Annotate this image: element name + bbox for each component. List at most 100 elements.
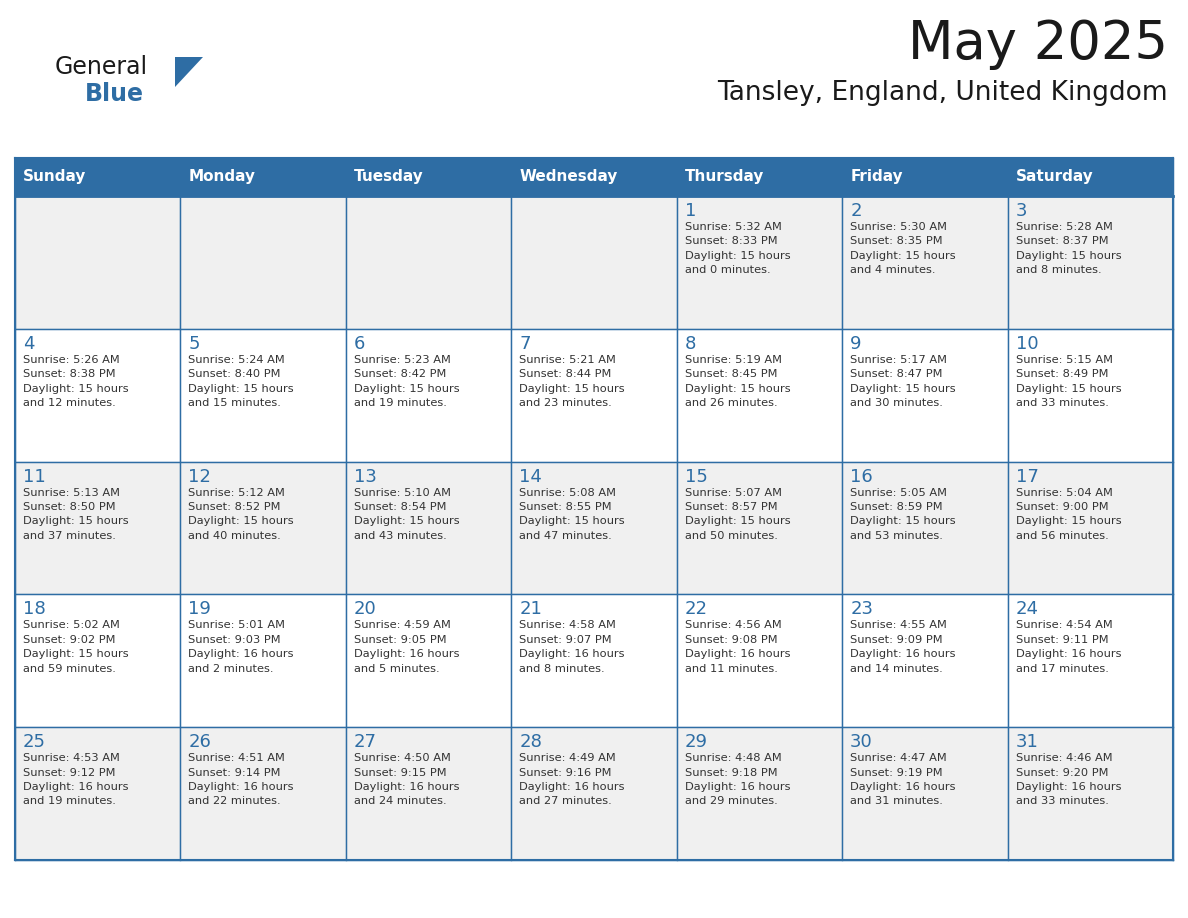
Text: 20: 20	[354, 600, 377, 619]
Text: Blue: Blue	[86, 82, 144, 106]
Bar	[181, 329, 346, 462]
Text: 22: 22	[684, 600, 708, 619]
Text: 23: 23	[851, 600, 873, 619]
Bar	[1007, 462, 1173, 594]
Text: Sunrise: 5:13 AM
Sunset: 8:50 PM
Daylight: 15 hours
and 37 minutes.: Sunrise: 5:13 AM Sunset: 8:50 PM Dayligh…	[23, 487, 128, 541]
Text: Sunrise: 5:01 AM
Sunset: 9:03 PM
Daylight: 16 hours
and 2 minutes.: Sunrise: 5:01 AM Sunset: 9:03 PM Dayligh…	[189, 621, 293, 674]
Bar	[181, 196, 346, 329]
Text: Sunrise: 4:54 AM
Sunset: 9:11 PM
Daylight: 16 hours
and 17 minutes.: Sunrise: 4:54 AM Sunset: 9:11 PM Dayligh…	[1016, 621, 1121, 674]
Text: 11: 11	[23, 467, 46, 486]
Bar	[346, 329, 511, 462]
Text: 7: 7	[519, 335, 531, 353]
Text: Sunrise: 5:30 AM
Sunset: 8:35 PM
Daylight: 15 hours
and 4 minutes.: Sunrise: 5:30 AM Sunset: 8:35 PM Dayligh…	[851, 222, 956, 275]
Text: Sunrise: 5:07 AM
Sunset: 8:57 PM
Daylight: 15 hours
and 50 minutes.: Sunrise: 5:07 AM Sunset: 8:57 PM Dayligh…	[684, 487, 790, 541]
Text: Sunrise: 5:26 AM
Sunset: 8:38 PM
Daylight: 15 hours
and 12 minutes.: Sunrise: 5:26 AM Sunset: 8:38 PM Dayligh…	[23, 354, 128, 408]
Text: Sunrise: 5:17 AM
Sunset: 8:47 PM
Daylight: 15 hours
and 30 minutes.: Sunrise: 5:17 AM Sunset: 8:47 PM Dayligh…	[851, 354, 956, 408]
Bar	[842, 196, 1007, 329]
Bar	[15, 462, 181, 594]
Text: Sunrise: 4:48 AM
Sunset: 9:18 PM
Daylight: 16 hours
and 29 minutes.: Sunrise: 4:48 AM Sunset: 9:18 PM Dayligh…	[684, 753, 790, 806]
Text: Sunrise: 4:50 AM
Sunset: 9:15 PM
Daylight: 16 hours
and 24 minutes.: Sunrise: 4:50 AM Sunset: 9:15 PM Dayligh…	[354, 753, 460, 806]
Text: Sunrise: 5:19 AM
Sunset: 8:45 PM
Daylight: 15 hours
and 26 minutes.: Sunrise: 5:19 AM Sunset: 8:45 PM Dayligh…	[684, 354, 790, 408]
Text: Monday: Monday	[189, 170, 255, 185]
Bar	[677, 196, 842, 329]
Text: Sunrise: 5:28 AM
Sunset: 8:37 PM
Daylight: 15 hours
and 8 minutes.: Sunrise: 5:28 AM Sunset: 8:37 PM Dayligh…	[1016, 222, 1121, 275]
Text: 1: 1	[684, 202, 696, 220]
Text: 17: 17	[1016, 467, 1038, 486]
Text: 31: 31	[1016, 733, 1038, 751]
Text: Sunrise: 5:24 AM
Sunset: 8:40 PM
Daylight: 15 hours
and 15 minutes.: Sunrise: 5:24 AM Sunset: 8:40 PM Dayligh…	[189, 354, 295, 408]
Text: Sunrise: 5:32 AM
Sunset: 8:33 PM
Daylight: 15 hours
and 0 minutes.: Sunrise: 5:32 AM Sunset: 8:33 PM Dayligh…	[684, 222, 790, 275]
Text: Tansley, England, United Kingdom: Tansley, England, United Kingdom	[718, 80, 1168, 106]
Bar	[346, 196, 511, 329]
Text: 27: 27	[354, 733, 377, 751]
Bar	[1007, 329, 1173, 462]
Bar	[511, 196, 677, 329]
Bar	[346, 727, 511, 860]
Bar	[346, 462, 511, 594]
Bar	[15, 158, 1173, 196]
Text: 29: 29	[684, 733, 708, 751]
Text: 14: 14	[519, 467, 542, 486]
Bar	[511, 594, 677, 727]
Text: Sunday: Sunday	[23, 170, 87, 185]
Text: Sunrise: 5:08 AM
Sunset: 8:55 PM
Daylight: 15 hours
and 47 minutes.: Sunrise: 5:08 AM Sunset: 8:55 PM Dayligh…	[519, 487, 625, 541]
Text: Friday: Friday	[851, 170, 903, 185]
Polygon shape	[175, 57, 203, 87]
Text: 9: 9	[851, 335, 861, 353]
Bar	[15, 329, 181, 462]
Text: 24: 24	[1016, 600, 1038, 619]
Bar	[677, 594, 842, 727]
Text: Sunrise: 4:53 AM
Sunset: 9:12 PM
Daylight: 16 hours
and 19 minutes.: Sunrise: 4:53 AM Sunset: 9:12 PM Dayligh…	[23, 753, 128, 806]
Bar	[15, 727, 181, 860]
Text: Sunrise: 5:10 AM
Sunset: 8:54 PM
Daylight: 15 hours
and 43 minutes.: Sunrise: 5:10 AM Sunset: 8:54 PM Dayligh…	[354, 487, 460, 541]
Text: 26: 26	[189, 733, 211, 751]
Text: 16: 16	[851, 467, 873, 486]
Text: Wednesday: Wednesday	[519, 170, 618, 185]
Text: Sunrise: 4:55 AM
Sunset: 9:09 PM
Daylight: 16 hours
and 14 minutes.: Sunrise: 4:55 AM Sunset: 9:09 PM Dayligh…	[851, 621, 955, 674]
Text: Sunrise: 4:46 AM
Sunset: 9:20 PM
Daylight: 16 hours
and 33 minutes.: Sunrise: 4:46 AM Sunset: 9:20 PM Dayligh…	[1016, 753, 1121, 806]
Text: Sunrise: 5:04 AM
Sunset: 9:00 PM
Daylight: 15 hours
and 56 minutes.: Sunrise: 5:04 AM Sunset: 9:00 PM Dayligh…	[1016, 487, 1121, 541]
Text: Sunrise: 4:47 AM
Sunset: 9:19 PM
Daylight: 16 hours
and 31 minutes.: Sunrise: 4:47 AM Sunset: 9:19 PM Dayligh…	[851, 753, 955, 806]
Bar	[15, 594, 181, 727]
Bar	[346, 594, 511, 727]
Bar	[842, 594, 1007, 727]
Text: 6: 6	[354, 335, 365, 353]
Text: Sunrise: 5:15 AM
Sunset: 8:49 PM
Daylight: 15 hours
and 33 minutes.: Sunrise: 5:15 AM Sunset: 8:49 PM Dayligh…	[1016, 354, 1121, 408]
Bar	[842, 329, 1007, 462]
Bar	[1007, 594, 1173, 727]
Bar	[677, 462, 842, 594]
Text: Sunrise: 5:23 AM
Sunset: 8:42 PM
Daylight: 15 hours
and 19 minutes.: Sunrise: 5:23 AM Sunset: 8:42 PM Dayligh…	[354, 354, 460, 408]
Text: 2: 2	[851, 202, 861, 220]
Text: Sunrise: 4:49 AM
Sunset: 9:16 PM
Daylight: 16 hours
and 27 minutes.: Sunrise: 4:49 AM Sunset: 9:16 PM Dayligh…	[519, 753, 625, 806]
Text: Sunrise: 5:12 AM
Sunset: 8:52 PM
Daylight: 15 hours
and 40 minutes.: Sunrise: 5:12 AM Sunset: 8:52 PM Dayligh…	[189, 487, 295, 541]
Text: Tuesday: Tuesday	[354, 170, 424, 185]
Text: General: General	[55, 55, 148, 79]
Text: 3: 3	[1016, 202, 1028, 220]
Bar	[181, 594, 346, 727]
Text: Sunrise: 4:51 AM
Sunset: 9:14 PM
Daylight: 16 hours
and 22 minutes.: Sunrise: 4:51 AM Sunset: 9:14 PM Dayligh…	[189, 753, 293, 806]
Text: Sunrise: 4:56 AM
Sunset: 9:08 PM
Daylight: 16 hours
and 11 minutes.: Sunrise: 4:56 AM Sunset: 9:08 PM Dayligh…	[684, 621, 790, 674]
Text: 19: 19	[189, 600, 211, 619]
Text: Sunrise: 5:02 AM
Sunset: 9:02 PM
Daylight: 15 hours
and 59 minutes.: Sunrise: 5:02 AM Sunset: 9:02 PM Dayligh…	[23, 621, 128, 674]
Bar	[677, 727, 842, 860]
Text: 12: 12	[189, 467, 211, 486]
Bar	[511, 462, 677, 594]
Bar	[511, 727, 677, 860]
Text: 10: 10	[1016, 335, 1038, 353]
Bar	[842, 462, 1007, 594]
Text: 15: 15	[684, 467, 708, 486]
Bar	[181, 727, 346, 860]
Text: 30: 30	[851, 733, 873, 751]
Text: Sunrise: 5:05 AM
Sunset: 8:59 PM
Daylight: 15 hours
and 53 minutes.: Sunrise: 5:05 AM Sunset: 8:59 PM Dayligh…	[851, 487, 956, 541]
Bar	[1007, 196, 1173, 329]
Bar	[677, 329, 842, 462]
Text: May 2025: May 2025	[908, 18, 1168, 70]
Text: 25: 25	[23, 733, 46, 751]
Text: 18: 18	[23, 600, 46, 619]
Bar	[1007, 727, 1173, 860]
Text: 5: 5	[189, 335, 200, 353]
Text: Sunrise: 5:21 AM
Sunset: 8:44 PM
Daylight: 15 hours
and 23 minutes.: Sunrise: 5:21 AM Sunset: 8:44 PM Dayligh…	[519, 354, 625, 408]
Text: 21: 21	[519, 600, 542, 619]
Text: 4: 4	[23, 335, 34, 353]
Bar	[15, 196, 181, 329]
